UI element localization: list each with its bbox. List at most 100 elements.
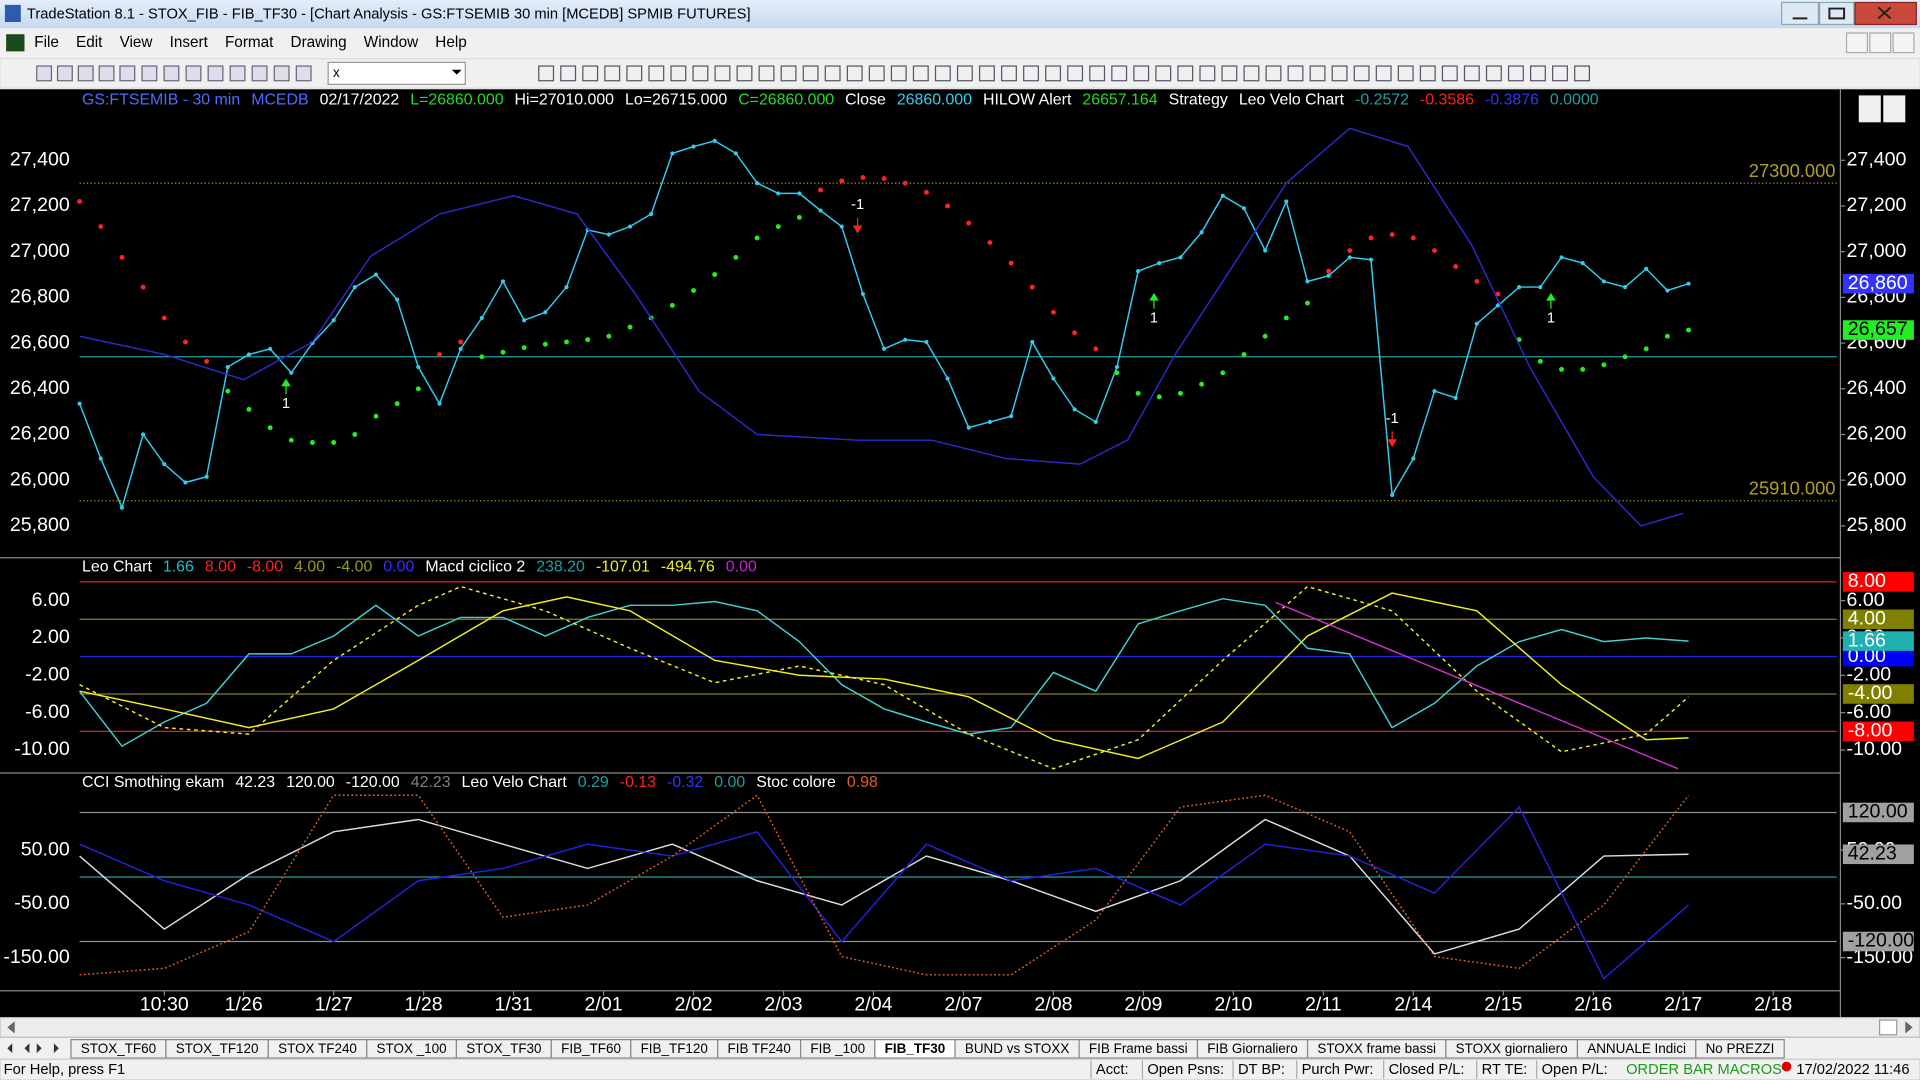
tool-icon[interactable] <box>1353 65 1370 82</box>
menu-item[interactable]: Window <box>364 34 419 51</box>
tool-icon[interactable] <box>1001 65 1017 82</box>
maximize-button[interactable] <box>1818 1 1855 26</box>
tool-icon[interactable] <box>780 65 797 82</box>
tab[interactable] <box>1695 1039 1785 1059</box>
tab-label[interactable]: FIB TF240 <box>727 1041 790 1056</box>
tool-icon[interactable] <box>1507 65 1524 82</box>
tool-icon[interactable] <box>251 65 268 82</box>
tab-label[interactable]: STOXX frame bassi <box>1317 1041 1436 1056</box>
tool-icon[interactable] <box>1067 65 1084 82</box>
tool-icon[interactable] <box>1331 65 1348 82</box>
tool-icon[interactable] <box>185 65 202 82</box>
tool-icon[interactable] <box>1023 65 1039 82</box>
symbol-box[interactable] <box>327 61 466 86</box>
tool-icon[interactable] <box>604 65 621 82</box>
tab-label[interactable]: No PREZZI <box>1706 1041 1775 1056</box>
tab-label[interactable]: STOX_TF60 <box>81 1041 156 1056</box>
tool-icon[interactable] <box>1397 65 1414 82</box>
status-macros[interactable]: ORDER BAR MACROS <box>1626 1062 1782 1078</box>
tab-label[interactable]: FIB Frame bassi <box>1089 1041 1188 1056</box>
tool-icon[interactable] <box>802 65 819 82</box>
menu-item[interactable]: Edit <box>76 34 103 51</box>
tool-icon[interactable] <box>1265 65 1282 82</box>
tool-icon[interactable] <box>670 65 687 82</box>
tool-icon[interactable] <box>868 65 885 82</box>
tool-icon[interactable] <box>1199 65 1216 82</box>
tool-icon[interactable] <box>1463 65 1480 82</box>
tool-icon[interactable] <box>163 65 180 82</box>
chart-restore[interactable] <box>1883 95 1906 123</box>
tool-icon[interactable] <box>1089 65 1106 82</box>
tool-icon[interactable] <box>956 65 973 82</box>
tool-icon[interactable] <box>273 65 290 82</box>
mdi-restore[interactable] <box>1869 32 1892 54</box>
tool-icon[interactable] <box>582 65 599 82</box>
price-box-label: 42.23 <box>1848 842 1897 864</box>
tool-icon[interactable] <box>77 65 94 82</box>
tool-icon[interactable] <box>1309 65 1326 82</box>
tool-icon[interactable] <box>1375 65 1392 82</box>
minimize-button[interactable] <box>1781 1 1819 26</box>
tool-icon[interactable] <box>295 65 312 82</box>
tool-icon[interactable] <box>1419 65 1436 82</box>
tool-icon[interactable] <box>736 65 753 82</box>
tool-icon[interactable] <box>56 65 73 82</box>
menu-item[interactable]: Help <box>435 34 466 51</box>
tool-icon[interactable] <box>98 65 115 82</box>
tab-label[interactable]: BUND vs STOXX <box>965 1041 1069 1056</box>
menu-item[interactable]: View <box>120 34 154 51</box>
tab-label[interactable]: STOX_TF30 <box>466 1041 541 1056</box>
tab-label[interactable]: FIB Giornaliero <box>1207 1041 1298 1056</box>
tab-label[interactable]: FIB_TF60 <box>561 1041 621 1056</box>
tool-icon[interactable] <box>1530 65 1546 82</box>
tool-icon[interactable] <box>714 65 731 82</box>
tool-icon[interactable] <box>824 65 841 82</box>
menu-item[interactable]: File <box>34 34 59 51</box>
tool-icon[interactable] <box>648 65 665 82</box>
tool-icon[interactable] <box>1155 65 1172 82</box>
tab-label[interactable]: ANNUALE Indici <box>1587 1041 1686 1056</box>
tool-icon[interactable] <box>1243 65 1260 82</box>
tool-icon[interactable] <box>538 65 555 82</box>
tool-icon[interactable] <box>560 65 577 82</box>
tool-icon[interactable] <box>1111 65 1128 82</box>
tool-icon[interactable] <box>978 65 995 82</box>
tool-icon[interactable] <box>692 65 709 82</box>
tool-icon[interactable] <box>1133 65 1150 82</box>
tool-icon[interactable] <box>1552 65 1568 82</box>
mdi-min[interactable] <box>1845 32 1868 54</box>
scroll-thumb[interactable] <box>1878 1019 1898 1036</box>
tab-label[interactable]: STOX_TF120 <box>176 1041 259 1056</box>
mdi-close[interactable] <box>1892 32 1915 54</box>
tab-label[interactable]: STOX _100 <box>377 1041 447 1056</box>
tool-icon[interactable] <box>141 65 158 82</box>
tool-icon[interactable] <box>912 65 929 82</box>
tab-label[interactable]: FIB_TF30 <box>885 1041 946 1056</box>
tool-icon[interactable] <box>1177 65 1194 82</box>
tab-label[interactable]: STOXX giornaliero <box>1456 1041 1568 1056</box>
tab-label[interactable]: STOX TF240 <box>278 1041 357 1056</box>
chart-min[interactable] <box>1858 95 1881 123</box>
tool-icon[interactable] <box>1485 65 1502 82</box>
tool-icon[interactable] <box>36 65 53 82</box>
tool-icon[interactable] <box>758 65 775 82</box>
tool-icon[interactable] <box>229 65 246 82</box>
menu-item[interactable]: Format <box>225 34 274 51</box>
tool-icon[interactable] <box>934 65 951 82</box>
tool-icon[interactable] <box>626 65 643 82</box>
legend-entry: 4.00 <box>294 559 325 576</box>
tool-icon[interactable] <box>890 65 907 82</box>
tool-icon[interactable] <box>119 65 136 82</box>
h-scrollbar[interactable] <box>0 1017 1920 1038</box>
tool-icon[interactable] <box>846 65 863 82</box>
tab-label[interactable]: FIB _100 <box>810 1041 865 1056</box>
tool-icon[interactable] <box>207 65 224 82</box>
tool-icon[interactable] <box>1045 65 1062 82</box>
tool-icon[interactable] <box>1441 65 1458 82</box>
menu-item[interactable]: Drawing <box>291 34 347 51</box>
tool-icon[interactable] <box>1574 65 1590 82</box>
tool-icon[interactable] <box>1287 65 1304 82</box>
tool-icon[interactable] <box>1221 65 1238 82</box>
menu-item[interactable]: Insert <box>170 34 209 51</box>
tab-label[interactable]: FIB_TF120 <box>641 1041 708 1056</box>
